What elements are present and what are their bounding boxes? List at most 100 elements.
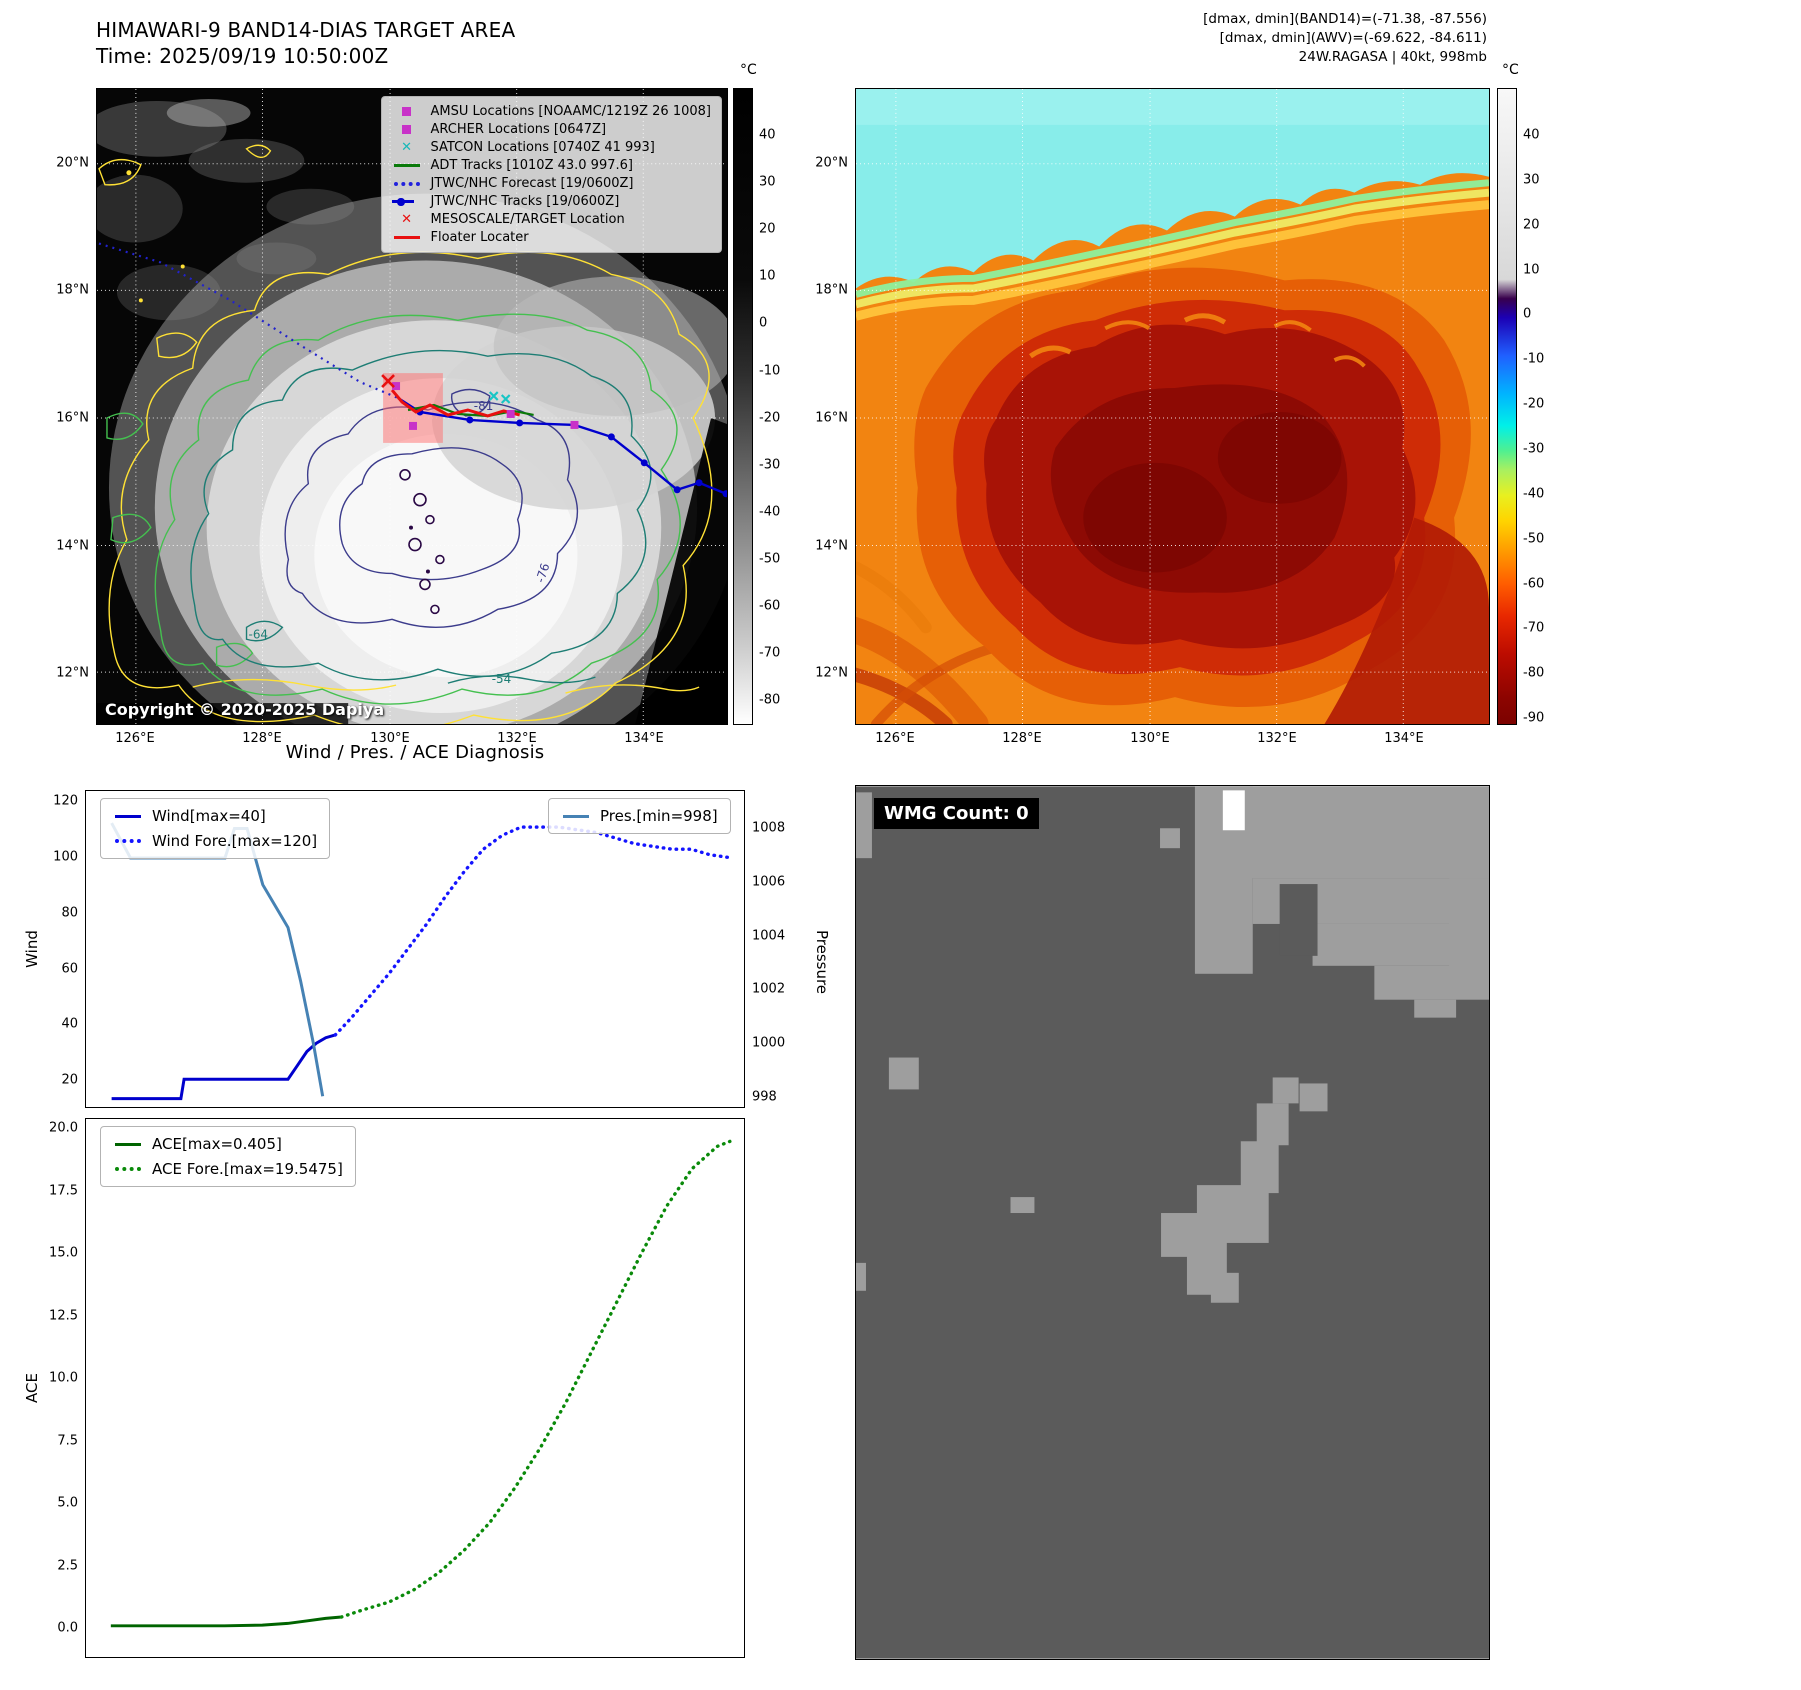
legend-marker-dotted-icon xyxy=(113,839,143,843)
awv-colorbar-gradient xyxy=(1498,89,1516,724)
pressure-y-tick: 1000 xyxy=(752,1035,786,1051)
wmg-block xyxy=(1160,828,1180,849)
pressure-y-tick: 1006 xyxy=(752,874,786,890)
legend-item: ACE Fore.[max=19.5475] xyxy=(113,1160,343,1178)
ace-axis-label: ACE xyxy=(23,1373,41,1403)
awv-map xyxy=(855,88,1490,725)
legend-item: AMSU Locations [NOAAMC/1219Z 26 1008] xyxy=(392,104,711,119)
annotation-storm-id: 24W.RAGASA | 40kt, 998mb xyxy=(1298,49,1487,65)
legend-item: ✕ SATCON Locations [0740Z 41 993] xyxy=(392,140,711,155)
legend-label: Wind Fore.[max=120] xyxy=(152,832,318,850)
wmg-count-badge: WMG Count: 0 xyxy=(874,798,1039,829)
map-y-tick: 18°N xyxy=(815,282,848,298)
colorbar-tick: 30 xyxy=(759,174,776,190)
wmg-block xyxy=(1210,1272,1239,1303)
pressure-legend: Pres.[min=998] xyxy=(548,798,731,834)
legend-label: Pres.[min=998] xyxy=(600,807,718,825)
legend-item: JTWC/NHC Tracks [19/0600Z] xyxy=(391,194,711,209)
wmg-block xyxy=(856,1262,866,1291)
band14-colorbar-unit: °C xyxy=(740,62,757,78)
map-x-tick: 132°E xyxy=(497,731,537,746)
jtwc-track-line xyxy=(397,397,727,495)
map-x-tick: 134°E xyxy=(624,731,664,746)
wmg-block xyxy=(856,792,872,859)
wmg-block xyxy=(1414,999,1457,1018)
wmg-white-block xyxy=(1222,790,1245,831)
band14-colorbar xyxy=(733,88,753,725)
legend-label: JTWC/NHC Forecast [19/0600Z] xyxy=(430,176,634,191)
map-x-tick: 126°E xyxy=(875,731,915,746)
annotation-band14-dmax-dmin: [dmax, dmin](BAND14)=(-71.38, -87.556) xyxy=(1203,11,1487,27)
colorbar-tick: 40 xyxy=(1523,127,1540,143)
cold-cloud-mass xyxy=(914,267,1489,724)
band14-map: -54 -64 -76 -81 xyxy=(96,88,728,725)
wind-axis-label: Wind xyxy=(23,930,41,968)
legend-marker-square-icon xyxy=(392,125,422,134)
ace-plot xyxy=(110,1139,732,1628)
green-contours xyxy=(106,313,681,705)
legend-label: ADT Tracks [1010Z 43.0 997.6] xyxy=(430,158,633,173)
wind-y-tick: 40 xyxy=(61,1016,78,1032)
legend-label: ARCHER Locations [0647Z] xyxy=(430,122,607,137)
contour-label-group: -54 -64 -76 -81 xyxy=(249,399,553,686)
legend-label: ACE[max=0.405] xyxy=(152,1135,282,1153)
colorbar-tick: 40 xyxy=(759,127,776,143)
legend-item: Floater Locater xyxy=(392,230,711,245)
wmg-dark-block xyxy=(1279,884,1318,956)
amsu-archer-markers xyxy=(392,382,579,430)
wind-y-tick: 80 xyxy=(61,905,78,921)
annotation-awv-dmax-dmin: [dmax, dmin](AWV)=(-69.622, -84.611) xyxy=(1219,30,1487,46)
colorbar-tick: -20 xyxy=(1523,396,1545,412)
warm-top-band xyxy=(856,89,1489,321)
legend-item: Wind[max=40] xyxy=(113,807,317,825)
contour-label-54: -54 xyxy=(492,672,512,686)
colorbar-tick: -40 xyxy=(759,504,781,520)
ace-legend: ACE[max=0.405] ACE Fore.[max=19.5475] xyxy=(100,1126,356,1187)
legend-marker-line-icon xyxy=(113,814,143,818)
colorbar-tick: -50 xyxy=(759,551,781,567)
map-y-tick: 12°N xyxy=(56,665,89,681)
colorbar-tick: -10 xyxy=(1523,351,1545,367)
colorbar-tick: 30 xyxy=(1523,172,1540,188)
colorbar-tick: 10 xyxy=(1523,262,1540,278)
legend-label: SATCON Locations [0740Z 41 993] xyxy=(430,140,655,155)
awv-colorbar xyxy=(1497,88,1517,725)
contour-label-81: -81 xyxy=(474,399,494,413)
map-y-tick: 20°N xyxy=(815,155,848,171)
map-y-tick: 16°N xyxy=(815,410,848,426)
map-y-tick: 20°N xyxy=(56,155,89,171)
pressure-y-tick: 1002 xyxy=(752,981,786,997)
legend-label: Floater Locater xyxy=(430,230,529,245)
legend-marker-square-icon xyxy=(392,107,422,116)
band14-legend: AMSU Locations [NOAAMC/1219Z 26 1008] ARC… xyxy=(380,96,722,253)
ace-chart xyxy=(85,1118,745,1658)
cold-core-speckles xyxy=(399,469,445,615)
colorbar-tick: -60 xyxy=(1523,576,1545,591)
ace-y-tick: 0.0 xyxy=(57,1620,78,1636)
map-x-tick: 132°E xyxy=(1257,731,1297,746)
map-x-tick: 128°E xyxy=(1002,731,1042,746)
map-x-tick: 130°E xyxy=(370,731,410,746)
awv-annotations: [dmax, dmin](BAND14)=(-71.38, -87.556) [… xyxy=(980,10,1487,67)
ace-y-tick: 10.0 xyxy=(49,1370,78,1386)
bottom-left-texture xyxy=(856,561,1001,724)
legend-item: ARCHER Locations [0647Z] xyxy=(392,122,711,137)
map-x-tick: 130°E xyxy=(1130,731,1170,746)
ace-y-tick: 7.5 xyxy=(57,1433,78,1448)
legend-item: Pres.[min=998] xyxy=(561,807,718,825)
wmg-block xyxy=(888,1057,919,1090)
floater-line xyxy=(390,389,521,418)
map-y-tick: 14°N xyxy=(56,538,89,554)
wmg-block xyxy=(1449,878,1489,978)
colorbar-tick: -50 xyxy=(1523,531,1545,547)
awv-colorbar-unit: °C xyxy=(1502,62,1519,78)
colorbar-tick: 0 xyxy=(1523,306,1532,322)
colorbar-tick: -30 xyxy=(759,457,781,473)
wind-y-tick: 20 xyxy=(61,1072,78,1088)
colorbar-tick: -10 xyxy=(759,363,781,378)
colorbar-tick: -90 xyxy=(1523,710,1545,726)
wmg-block xyxy=(1272,1077,1299,1104)
wmg-block xyxy=(1256,1103,1289,1146)
jtwc-track-markers xyxy=(416,408,727,498)
band14-subtitle: Time: 2025/09/19 10:50:00Z xyxy=(96,44,389,68)
